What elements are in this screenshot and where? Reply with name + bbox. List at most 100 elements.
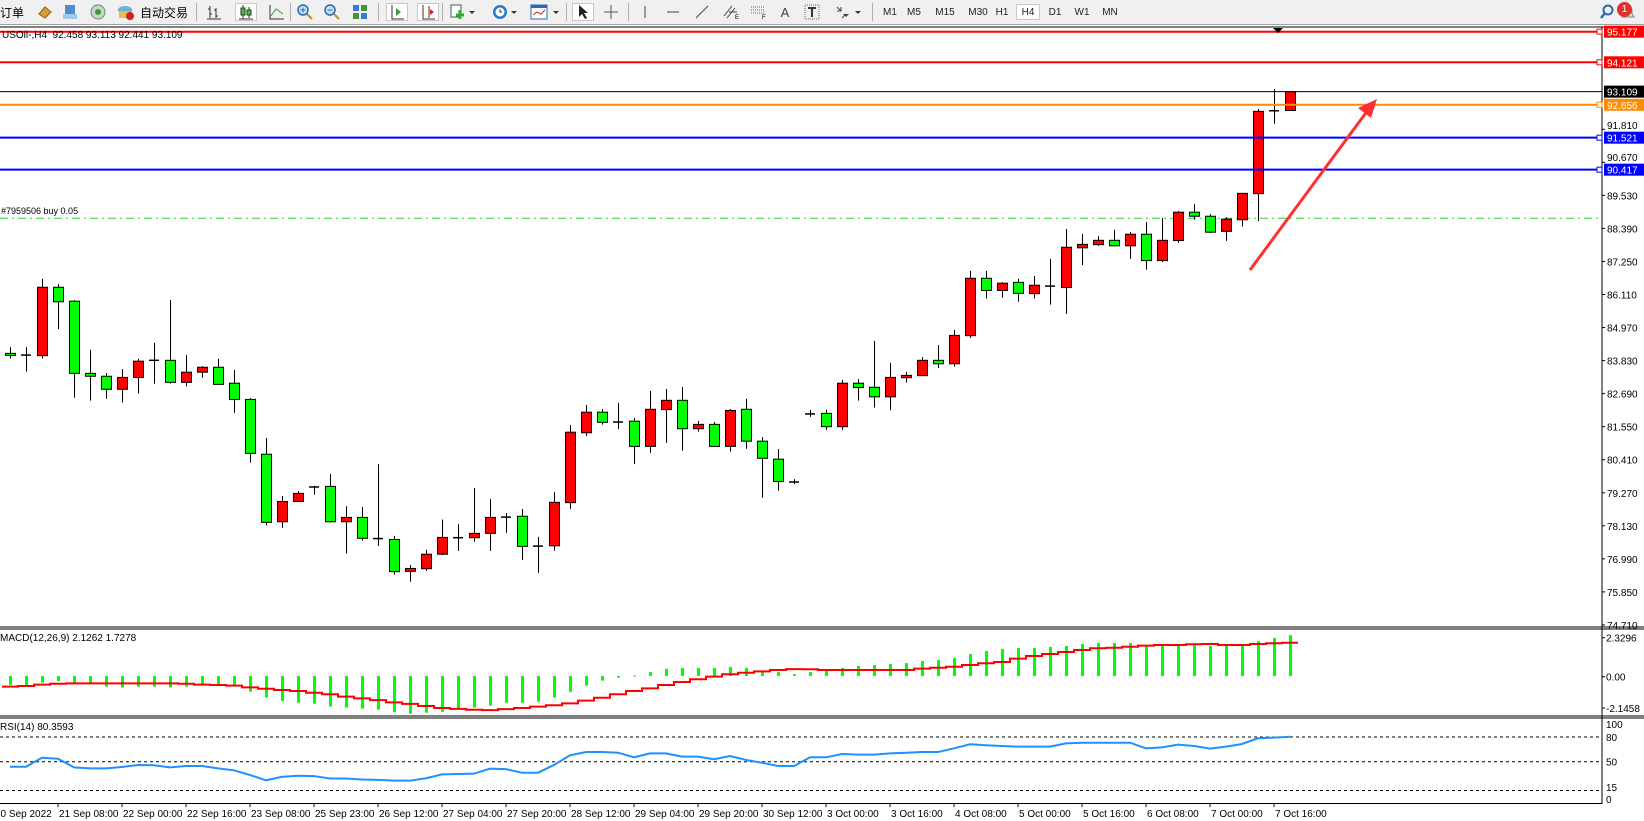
candle-body [1125, 233, 1136, 247]
separator [196, 3, 197, 21]
arrows-icon[interactable] [832, 3, 864, 21]
timeframe-h1[interactable]: H1 [995, 6, 1009, 18]
macd-histogram-bar [1289, 635, 1292, 676]
candle-body [37, 286, 48, 357]
timeframe-w1[interactable]: W1 [1074, 6, 1090, 18]
macd-histogram-bar [297, 676, 300, 703]
price-label-bg [1604, 98, 1644, 111]
macd-histogram-bar [1241, 645, 1244, 676]
price-tick-label: 84.970 [1607, 324, 1638, 335]
chart-title: USOil-,H4 92.458 93.113 92.441 93.109 [2, 30, 183, 41]
line-chart-icon[interactable] [267, 3, 287, 21]
macd-histogram-bar [457, 676, 460, 709]
text-icon[interactable]: A [780, 4, 790, 20]
macd-histogram-bar [409, 676, 412, 714]
book-icon[interactable] [35, 3, 55, 21]
autoscroll-icon[interactable] [386, 3, 408, 21]
separator [628, 3, 629, 21]
terminal-icon[interactable] [60, 3, 80, 21]
timeframe-m5[interactable]: M5 [907, 6, 921, 18]
candle [789, 479, 799, 485]
candle [805, 409, 815, 417]
candle [1253, 109, 1264, 221]
timeframe-m30[interactable]: M30 [968, 6, 988, 18]
macd-histogram-bar [1097, 643, 1100, 676]
price-label: 91.521 [1607, 134, 1638, 145]
text-label-icon[interactable] [803, 3, 821, 21]
candle [1109, 229, 1120, 247]
tile-windows-icon[interactable] [350, 3, 370, 21]
cursor-icon[interactable] [572, 3, 594, 21]
price-tick-label: 80.410 [1607, 456, 1638, 467]
macd-histogram-bar [1081, 644, 1084, 676]
candle-body [1029, 284, 1040, 295]
trendline-icon[interactable] [693, 3, 711, 21]
candle-body [917, 359, 928, 377]
candle-body [853, 382, 864, 389]
equidistant-channel-icon[interactable]: E [722, 3, 742, 21]
macd-histogram-bar [1113, 643, 1116, 676]
candle-body [981, 277, 992, 291]
zoom-in-icon[interactable] [295, 3, 315, 21]
macd-histogram-bar [585, 676, 588, 686]
candle-body [1013, 281, 1024, 294]
macd-signal-line [2, 641, 1298, 712]
macd-histogram-bar [649, 672, 652, 676]
periods-clock-icon[interactable] [490, 3, 520, 21]
candlestick-icon[interactable] [235, 3, 257, 21]
macd-histogram-bar [441, 676, 444, 712]
candle-body [53, 286, 64, 303]
macd-histogram-bar [377, 676, 380, 710]
candle-body [661, 399, 672, 411]
candle-body [949, 334, 960, 365]
candle-body [885, 376, 896, 398]
fibonacci-icon[interactable]: F [749, 3, 769, 21]
candle [133, 358, 144, 394]
crosshair-icon[interactable] [601, 3, 621, 21]
rsi-tick-label: 15 [1606, 783, 1618, 794]
timeframe-m15[interactable]: M15 [935, 6, 955, 18]
macd-histogram-bar [89, 676, 92, 684]
macd-tick-label: 0.00 [1606, 673, 1626, 684]
macd-histogram-bar [537, 676, 540, 702]
candle [261, 437, 272, 526]
bar-chart-icon[interactable] [204, 3, 224, 21]
macd-histogram-bar [1225, 645, 1228, 676]
time-label: 6 Oct 08:00 [1147, 809, 1199, 820]
timeframe-m1[interactable]: M1 [883, 6, 897, 18]
candle [485, 499, 496, 552]
macd-histogram-bar [57, 676, 60, 682]
time-label: 4 Oct 08:00 [955, 809, 1007, 820]
vertical-line-icon[interactable] [636, 3, 654, 21]
price-tick-label: 75.850 [1607, 588, 1638, 599]
template-icon[interactable] [528, 3, 562, 21]
candle-body [341, 516, 352, 523]
candle-body [549, 501, 560, 547]
search-icon[interactable] [1598, 3, 1616, 21]
candle [325, 473, 336, 523]
timeframe-d1[interactable]: D1 [1048, 6, 1062, 18]
zoom-out-icon[interactable] [322, 3, 342, 21]
signals-icon[interactable] [88, 3, 108, 21]
candle [549, 491, 560, 551]
candle [837, 380, 848, 430]
candle-body [1141, 233, 1152, 262]
timeframe-mn[interactable]: MN [1102, 6, 1118, 18]
candle-body [5, 352, 16, 356]
time-label: 30 Sep 12:00 [763, 809, 823, 820]
svg-text:E: E [735, 15, 739, 20]
autotrade-icon[interactable] [115, 3, 137, 21]
orders-button[interactable]: 订单 [0, 3, 24, 21]
horizontal-line-icon[interactable] [664, 3, 682, 21]
autotrade-button[interactable]: 自动交易 [139, 3, 189, 21]
annotation-arrow [1248, 109, 1370, 271]
time-label: 27 Sep 04:00 [443, 809, 503, 820]
chart-shift-icon[interactable] [417, 3, 439, 21]
add-indicator-icon[interactable] [448, 3, 478, 21]
macd-tick-label: -2.1458 [1606, 704, 1640, 715]
timeframe-h4[interactable]: H4 [1016, 4, 1040, 20]
rsi-line [10, 735, 1291, 782]
candle [53, 284, 64, 330]
candle [357, 506, 368, 541]
